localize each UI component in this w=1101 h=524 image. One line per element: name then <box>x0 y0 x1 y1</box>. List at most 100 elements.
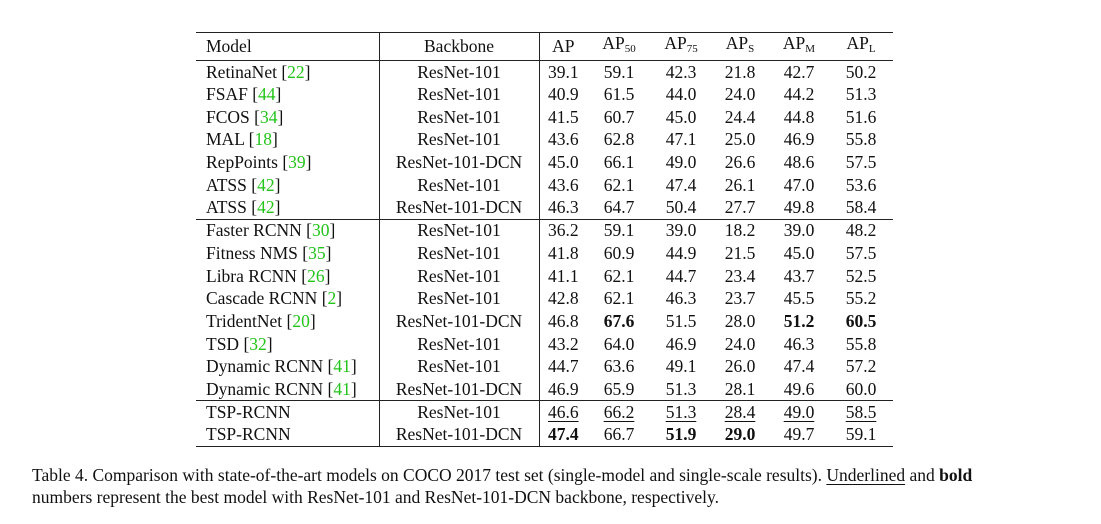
caption-text-1: Table 4. Comparison with state-of-the-ar… <box>32 465 827 485</box>
metric-cell: 47.0 <box>769 174 829 197</box>
backbone-cell: ResNet-101 <box>379 219 540 242</box>
citation-link[interactable]: 30 <box>311 220 330 241</box>
metric-value: 49.0 <box>665 152 697 173</box>
header-backbone: Backbone <box>379 32 540 61</box>
metric-cell: 48.6 <box>769 151 829 174</box>
caption-text-2: and <box>905 465 940 485</box>
metric-value: 51.6 <box>845 106 877 127</box>
table-row: TSP-RCNN ResNet-101-DCN 47.4 66.7 51.9 29.0 49… <box>196 423 893 447</box>
metric-cell: 66.2 <box>587 401 651 424</box>
metric-value: 60.5 <box>845 310 877 331</box>
metric-value: 55.2 <box>845 288 877 309</box>
model-name: RepPoints <box>206 152 278 173</box>
metric-value: 43.2 <box>547 333 579 354</box>
backbone-cell: ResNet-101 <box>379 264 540 288</box>
citation-link[interactable]: 41 <box>333 378 351 399</box>
metric-cell: 46.9 <box>769 129 829 152</box>
backbone-cell: ResNet-101 <box>379 83 540 106</box>
citation-link[interactable]: 42 <box>257 197 275 218</box>
metric-value: 26.0 <box>724 356 756 377</box>
metric-cell: 48.2 <box>829 219 893 242</box>
model-name: TridentNet <box>206 310 283 331</box>
citation-link[interactable]: 20 <box>292 310 310 331</box>
metric-cell: 23.4 <box>711 265 769 288</box>
metric-value: 61.5 <box>603 84 635 105</box>
metric-value: 51.5 <box>665 310 697 331</box>
metric-value: 60.7 <box>603 106 635 127</box>
citation-link[interactable]: 44 <box>258 84 276 105</box>
results-table: Model Backbone AP AP50 AP75 APS APM APL … <box>196 32 893 447</box>
metric-value: 24.0 <box>724 84 756 105</box>
metric-value: 63.6 <box>603 356 635 377</box>
model-name: TSD <box>206 333 240 354</box>
metric-value: 44.8 <box>783 106 815 127</box>
table-row: Libra RCNN [26] ResNet-101 41.1 62.1 44.7 23.… <box>196 264 893 288</box>
metric-cell: 43.2 <box>539 333 587 356</box>
metric-cell: 47.4 <box>651 174 711 197</box>
citation-link[interactable]: 22 <box>287 61 305 82</box>
table-row: Dynamic RCNN [41] ResNet-101-DCN 46.9 65.9 5… <box>196 378 893 401</box>
citation-link[interactable]: 42 <box>257 174 275 195</box>
metric-value: 50.2 <box>845 61 877 82</box>
metric-cell: 66.1 <box>587 151 651 174</box>
metric-value: 41.1 <box>547 265 579 286</box>
metric-value: 47.0 <box>783 174 815 195</box>
metric-value: 60.0 <box>845 378 877 399</box>
citation-link[interactable]: 41 <box>333 356 351 377</box>
metric-cell: 57.5 <box>829 242 893 265</box>
metric-value: 65.9 <box>603 378 635 399</box>
metric-cell: 59.1 <box>587 219 651 242</box>
backbone-cell: ResNet-101 <box>379 332 540 356</box>
metric-cell: 45.0 <box>651 106 711 129</box>
metric-cell: 47.1 <box>651 129 711 152</box>
metric-value: 66.2 <box>603 401 635 422</box>
metric-value: 46.3 <box>547 197 579 218</box>
model-cell: RetinaNet [22] <box>196 60 380 84</box>
citation-link[interactable]: 35 <box>308 242 326 263</box>
metric-cell: 42.8 <box>539 287 587 310</box>
metric-cell: 55.2 <box>829 287 893 310</box>
metric-cell: 46.3 <box>651 287 711 310</box>
table-row: Dynamic RCNN [41] ResNet-101 44.7 63.6 49.1 2… <box>196 355 893 379</box>
metric-cell: 43.6 <box>539 129 587 152</box>
citation-link[interactable]: 18 <box>254 129 272 150</box>
citation-link[interactable]: 26 <box>307 265 325 286</box>
metric-value: 46.9 <box>547 378 579 399</box>
model-cell: TSP-RCNN <box>196 423 380 447</box>
metric-value: 64.0 <box>603 333 635 354</box>
caption-bold-word: bold <box>939 465 973 485</box>
metric-cell: 51.3 <box>829 83 893 106</box>
metric-value: 28.0 <box>724 310 756 331</box>
citation-link[interactable]: 34 <box>259 106 278 127</box>
metric-cell: 39.0 <box>651 219 711 242</box>
metric-cell: 26.6 <box>711 151 769 174</box>
metric-cell: 44.7 <box>651 265 711 288</box>
metric-cell: 64.0 <box>587 333 651 356</box>
metric-cell: 60.5 <box>829 310 893 333</box>
table-row: ATSS [42] ResNet-101-DCN 46.3 64.7 50.4 27.7 4… <box>196 196 893 220</box>
metric-value: 42.7 <box>783 61 815 82</box>
metric-cell: 49.7 <box>769 424 829 447</box>
metric-cell: 45.0 <box>769 242 829 265</box>
citation-link[interactable]: 32 <box>249 333 267 354</box>
metric-value: 53.6 <box>845 174 877 195</box>
citation-link[interactable]: 2 <box>327 288 337 309</box>
metric-cell: 46.9 <box>539 378 587 401</box>
metric-cell: 45.0 <box>539 151 587 174</box>
metric-value: 60.9 <box>603 242 635 263</box>
metric-value: 46.8 <box>547 310 579 331</box>
model-cell: TridentNet [20] <box>196 310 380 333</box>
backbone-cell: ResNet-101 <box>379 242 540 265</box>
citation-link[interactable]: 39 <box>288 152 306 173</box>
metric-value: 48.6 <box>783 152 815 173</box>
backbone-cell: ResNet-101 <box>379 105 540 129</box>
metric-cell: 59.1 <box>587 61 651 84</box>
metric-value: 29.0 <box>724 424 756 445</box>
metric-value: 44.7 <box>547 356 579 377</box>
metric-value: 26.6 <box>724 152 756 173</box>
backbone-cell: ResNet-101-DCN <box>379 378 540 401</box>
model-cell: Libra RCNN [26] <box>196 264 380 288</box>
metric-cell: 46.3 <box>539 197 587 220</box>
metric-cell: 58.5 <box>829 401 893 424</box>
metric-value: 42.3 <box>665 61 697 82</box>
